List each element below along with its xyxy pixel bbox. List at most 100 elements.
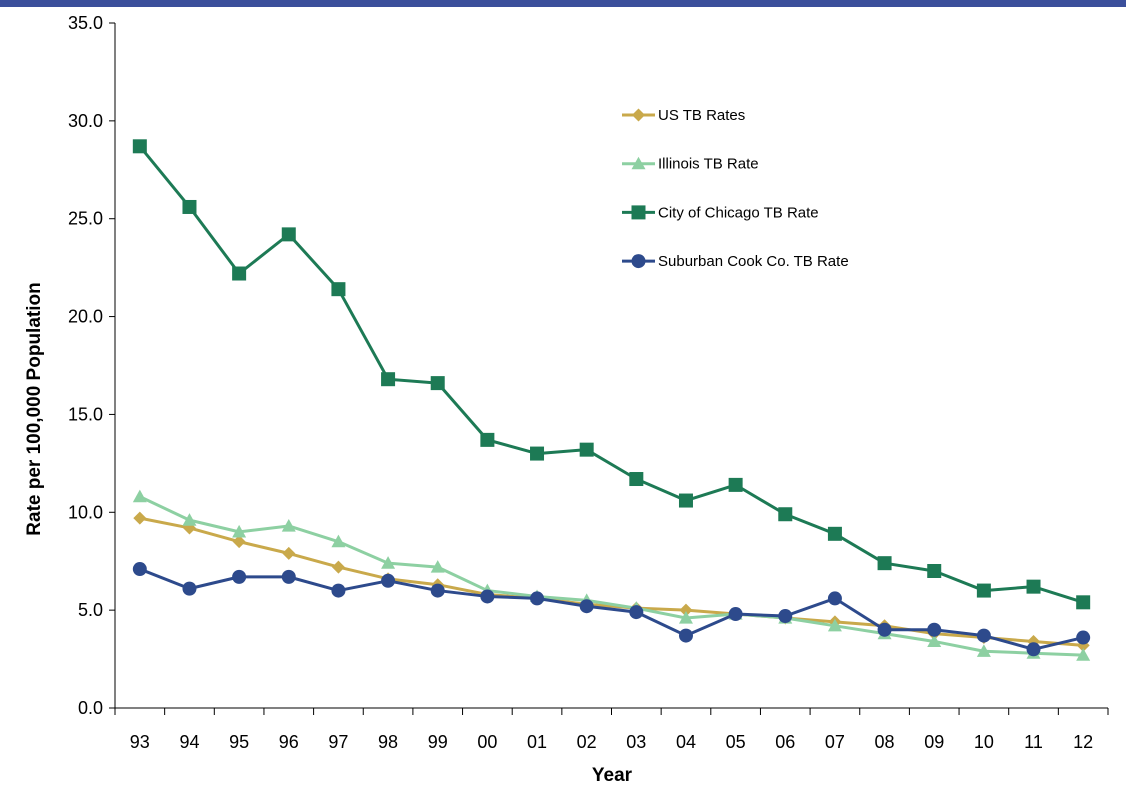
x-tick-label: 11: [1024, 732, 1043, 752]
legend-marker: [631, 254, 646, 269]
data-point: [678, 628, 693, 643]
data-point: [530, 591, 545, 606]
x-tick-label: 10: [974, 732, 994, 752]
y-axis-title: Rate per 100,000 Population: [24, 282, 45, 535]
data-point: [778, 507, 793, 522]
x-tick-label: 03: [626, 732, 646, 752]
data-point: [281, 569, 296, 584]
data-point: [1076, 648, 1091, 661]
series-line: [139, 516, 1084, 647]
data-point: [182, 581, 197, 596]
y-tick-label: 10.0: [68, 502, 103, 522]
data-point: [133, 511, 147, 525]
x-tick-label: 02: [577, 732, 597, 752]
x-tick-label: 00: [477, 732, 497, 752]
data-point: [1026, 579, 1041, 594]
chart-axes: 0.0 5.0 10.0 15.0 20.0 25.0 30.0 35.0 93 94 95 96 97…: [68, 13, 1109, 752]
data-point: [827, 618, 842, 632]
top-color-band: [0, 0, 1126, 7]
data-point: [480, 432, 495, 447]
series-line: [139, 495, 1084, 657]
data-point: [281, 227, 296, 242]
y-tick-label: 20.0: [68, 307, 103, 327]
x-tick-label: 01: [527, 732, 547, 752]
data-point: [728, 607, 743, 622]
x-tick-label: 06: [775, 732, 795, 752]
data-point: [827, 526, 842, 541]
data-point: [1026, 642, 1041, 657]
y-tick-label: 35.0: [68, 13, 103, 33]
x-tick-label: 04: [676, 732, 696, 752]
y-tick-label: 5.0: [78, 600, 103, 620]
legend-marker: [632, 108, 645, 122]
legend-marker: [631, 205, 646, 220]
x-tick-label: 96: [279, 732, 299, 752]
data-point: [1076, 595, 1091, 610]
data-point: [579, 599, 594, 614]
y-tick-label: 30.0: [68, 111, 103, 131]
legend-item: City of Chicago TB Rate: [622, 204, 819, 221]
x-tick-label: 98: [378, 732, 398, 752]
series-suburban-cook-co-tb-rate: [132, 562, 1091, 657]
data-point: [728, 477, 743, 492]
data-point: [678, 610, 693, 624]
x-tick-label: 09: [924, 732, 944, 752]
data-point: [927, 622, 942, 637]
data-point: [182, 199, 197, 214]
data-point: [976, 583, 991, 598]
x-tick-label: 08: [875, 732, 895, 752]
x-tick-label: 94: [179, 732, 199, 752]
data-point: [877, 556, 892, 571]
chart-legend: US TB Rates Illinois TB Rate City of Chica…: [622, 107, 849, 270]
data-point: [629, 472, 644, 487]
series-city-of-chicago-tb-rate: [132, 139, 1091, 610]
x-tick-label: 12: [1073, 732, 1093, 752]
y-tick-label: 15.0: [68, 404, 103, 424]
data-point: [282, 546, 296, 560]
legend-label: US TB Rates: [658, 107, 745, 124]
legend-item: Illinois TB Rate: [622, 156, 759, 173]
x-tick-label: 97: [328, 732, 348, 752]
data-point: [827, 591, 842, 606]
legend-label: Suburban Cook Co. TB Rate: [658, 253, 849, 270]
data-point: [778, 609, 793, 624]
data-point: [1076, 630, 1091, 645]
data-point: [381, 573, 396, 588]
data-point: [530, 446, 545, 461]
data-point: [182, 513, 197, 526]
y-tick-label: 25.0: [68, 209, 103, 229]
data-point: [232, 535, 246, 549]
x-tick-label: 07: [825, 732, 845, 752]
data-point: [232, 524, 247, 538]
data-point: [331, 560, 345, 574]
data-point: [927, 564, 942, 578]
data-point: [927, 634, 942, 648]
data-point: [430, 376, 445, 391]
legend-label: City of Chicago TB Rate: [658, 204, 819, 221]
legend-marker: [631, 156, 646, 170]
data-point: [381, 556, 396, 569]
data-point: [579, 442, 594, 457]
data-point: [976, 628, 991, 643]
legend-item: Suburban Cook Co. TB Rate: [622, 253, 849, 270]
data-point: [331, 534, 346, 548]
data-point: [232, 569, 247, 584]
data-point: [132, 139, 147, 154]
x-tick-label: 93: [130, 732, 150, 752]
x-tick-label: 95: [229, 732, 249, 752]
data-point: [132, 489, 147, 503]
series-line: [139, 567, 1084, 651]
data-point: [430, 560, 445, 573]
data-point: [877, 622, 892, 637]
x-tick-label: 05: [726, 732, 746, 752]
x-axis-title: Year: [592, 765, 633, 786]
x-tick-label: 99: [428, 732, 448, 752]
data-point: [679, 603, 693, 617]
series-layer: [132, 139, 1091, 661]
data-point: [132, 562, 147, 577]
data-point: [430, 583, 445, 598]
legend-label: Illinois TB Rate: [658, 156, 759, 173]
data-point: [331, 583, 346, 598]
data-point: [281, 518, 296, 532]
